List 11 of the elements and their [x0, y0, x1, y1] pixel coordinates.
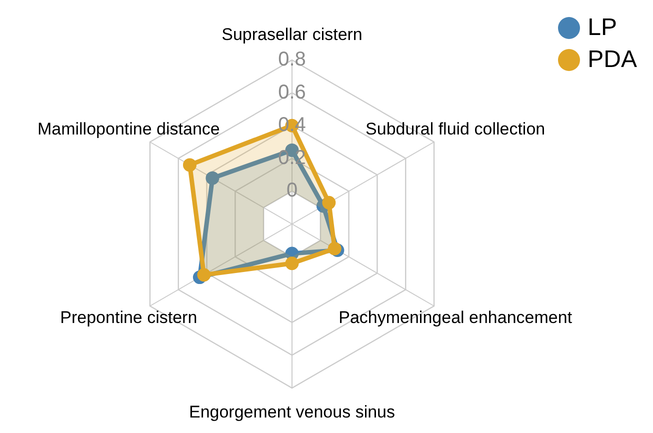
legend-label: PDA — [588, 45, 637, 75]
spoke-label: Subdural fluid collection — [366, 119, 546, 138]
y-tick-label: 0 — [286, 180, 298, 202]
y-tick-label: 0.6 — [278, 81, 306, 104]
spoke-label: Pachymeningeal enhancement — [338, 308, 572, 327]
legend-label: LP — [588, 13, 617, 43]
spoke-label: Suprasellar cistern — [222, 25, 362, 44]
spoke-label: Prepontine cistern — [60, 308, 198, 327]
y-tick-label: 0.8 — [278, 48, 306, 71]
spoke-label: Engorgement venous sinus — [188, 402, 396, 422]
spoke-label: Mamillopontine distance — [37, 119, 220, 138]
